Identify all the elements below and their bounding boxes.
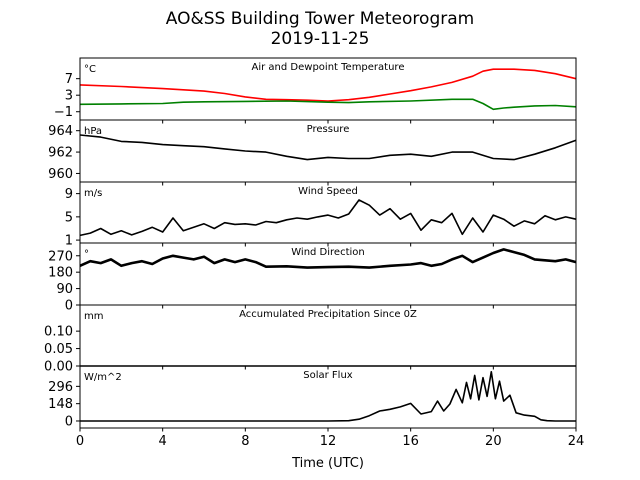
x-axis-label: Time (UTC): [291, 456, 364, 471]
panel-title: Accumulated Precipitation Since 0Z: [239, 309, 417, 320]
panel-0: 7 3−1 °C Air and Dewpoint Temperature: [54, 57, 577, 124]
y-tick-label: 0: [65, 414, 73, 429]
panel-unit: m/s: [84, 188, 102, 199]
y-tick-label: 90: [56, 282, 73, 297]
figure-date: 2019-11-25: [271, 29, 370, 49]
panel-4: 0.10 0.05 0.00 mm Accumulated Precipitation …: [44, 304, 577, 375]
y-tick-label: 1: [65, 234, 73, 249]
y-tick-label: −1: [54, 105, 73, 120]
series-line-5-0: [80, 370, 576, 422]
series-line-0-1: [79, 98, 577, 111]
y-tick-label: 7: [65, 72, 73, 87]
x-tick-label: 4: [159, 434, 167, 449]
panel-title: Solar Flux: [303, 370, 353, 381]
y-tick-label: 5: [65, 210, 73, 225]
y-tick-label: 0.05: [44, 342, 73, 357]
panel-5: 296 148 0 W/m^2 Solar Flux: [48, 365, 577, 432]
panel-unit: W/m^2: [84, 372, 122, 383]
x-tick-label: 24: [568, 434, 585, 449]
y-tick-label: 960: [48, 167, 73, 182]
y-tick-label: 180: [48, 266, 73, 281]
panel-2: 9 5 1 m/s Wind Speed: [65, 181, 577, 249]
x-axis: 0 4 8 12 16 20 24: [76, 434, 584, 449]
panel-title: Wind Direction: [291, 247, 365, 258]
y-tick-label: 9: [65, 187, 73, 202]
x-tick-label: 8: [241, 434, 249, 449]
y-tick-label: 296: [48, 380, 73, 395]
figure-title: AO&SS Building Tower Meteorogram: [166, 9, 474, 29]
series-line-3-0: [79, 248, 577, 269]
y-tick-label: 148: [48, 397, 73, 412]
y-tick-label: 0: [65, 299, 73, 314]
y-tick-label: 964: [48, 124, 73, 139]
panel-unit: hPa: [84, 126, 102, 137]
panel-unit: °: [84, 249, 89, 260]
y-tick-label: 270: [48, 249, 73, 264]
panel-title: Air and Dewpoint Temperature: [252, 62, 405, 73]
panel-title: Pressure: [307, 124, 350, 135]
series-line-1-0: [79, 134, 577, 161]
x-tick-label: 20: [485, 434, 502, 449]
y-tick-label: 0.00: [44, 360, 73, 375]
panel-unit: °C: [84, 64, 96, 75]
x-tick-label: 12: [320, 434, 337, 449]
panel-unit: mm: [84, 311, 103, 322]
x-tick-label: 16: [402, 434, 419, 449]
y-tick-label: 3: [65, 89, 73, 104]
x-tick-label: 0: [76, 434, 84, 449]
panel-1: 964 962 960 hPa Pressure: [48, 119, 577, 186]
y-tick-label: 962: [48, 146, 73, 161]
series-line-0-0: [79, 68, 577, 102]
series-line-2-0: [79, 199, 577, 237]
panels: 7 3−1 °C Air and Dewpoint Temperature 964 962…: [44, 57, 577, 432]
y-tick-label: 0.10: [44, 325, 73, 340]
panel-title: Wind Speed: [298, 186, 358, 197]
